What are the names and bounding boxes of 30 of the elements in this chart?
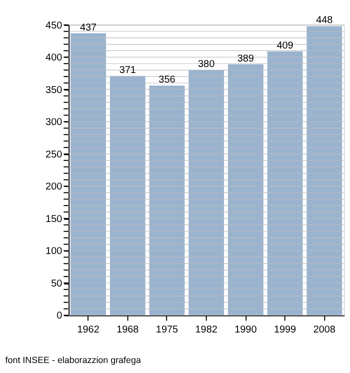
data-label: 409: [276, 40, 294, 52]
y-tick-label: 300: [46, 117, 63, 128]
data-label: 380: [198, 59, 216, 70]
y-tick-label: 100: [46, 246, 63, 258]
y-tick-label: 400: [46, 52, 63, 64]
x-tick-label: 1990: [234, 324, 258, 336]
bar: [110, 76, 146, 316]
y-tick-label: 50: [51, 278, 63, 290]
x-tick-label: 2008: [313, 324, 336, 336]
bar: [188, 70, 224, 316]
y-tick-label: 350: [46, 84, 63, 96]
bar: [228, 64, 264, 316]
y-tick-label: 250: [46, 149, 63, 160]
x-tick-label: 1982: [195, 324, 218, 336]
data-label: 389: [237, 53, 254, 64]
text: font INSEE - elaborazzion grafega: [5, 354, 141, 365]
x-tick-label: 1968: [116, 324, 140, 336]
data-label: 448: [316, 15, 334, 26]
y-tick-label: 450: [46, 20, 63, 32]
data-label: 371: [119, 64, 136, 76]
y-tick-label: 0: [56, 310, 63, 322]
x-tick-label: 1975: [156, 324, 178, 336]
data-label: 437: [80, 22, 98, 34]
bar: [70, 33, 106, 316]
bar: [306, 26, 342, 316]
y-tick-label: 200: [46, 182, 63, 193]
data-label: 356: [158, 74, 176, 86]
x-tick-label: 1999: [274, 324, 297, 336]
x-tick-label: 1962: [77, 324, 100, 336]
y-tick-label: 150: [46, 214, 63, 225]
